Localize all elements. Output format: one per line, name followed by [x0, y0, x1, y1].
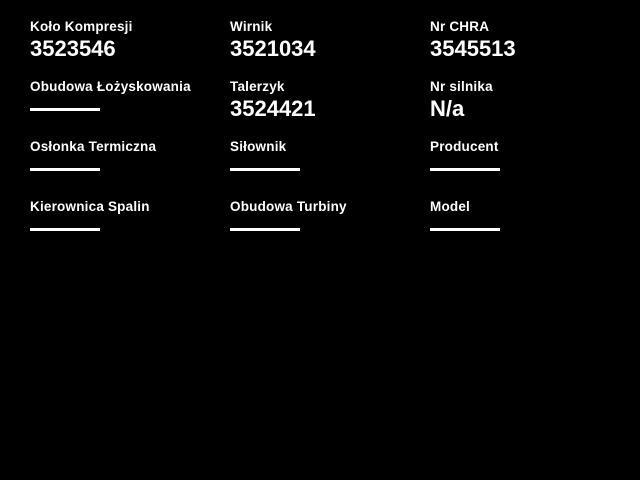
field-label: Siłownik — [230, 139, 287, 154]
field-value: 3545513 — [430, 36, 516, 61]
field-label: Talerzyk — [230, 79, 285, 94]
empty-value-line — [230, 168, 300, 171]
field-label: Model — [430, 199, 470, 214]
empty-value-line — [30, 108, 100, 111]
field-value: N/a — [430, 96, 465, 121]
field-oslonka-termiczna[interactable]: Osłonka Termiczna — [30, 139, 230, 199]
empty-value-line — [430, 228, 500, 231]
field-obudowa-lozyskowania[interactable]: Obudowa Łożyskowania — [30, 79, 230, 139]
field-wirnik[interactable]: Wirnik 3521034 — [230, 19, 430, 79]
field-label: Nr CHRA — [430, 19, 490, 34]
empty-value-line — [430, 168, 500, 171]
field-label: Kierownica Spalin — [30, 199, 150, 214]
field-silownik[interactable]: Siłownik — [230, 139, 430, 199]
field-talerzyk[interactable]: Talerzyk 3524421 — [230, 79, 430, 139]
field-obudowa-turbiny[interactable]: Obudowa Turbiny — [230, 199, 430, 259]
empty-value-line — [30, 168, 100, 171]
field-label: Wirnik — [230, 19, 273, 34]
field-label: Producent — [430, 139, 499, 154]
field-label: Nr silnika — [430, 79, 493, 94]
empty-value-line — [230, 228, 300, 231]
field-value: 3524421 — [230, 96, 316, 121]
field-nr-silnika[interactable]: Nr silnika N/a — [430, 79, 630, 139]
field-label: Koło Kompresji — [30, 19, 133, 34]
field-label: Osłonka Termiczna — [30, 139, 157, 154]
parts-form-grid: Koło Kompresji 3523546 Wirnik 3521034 Nr… — [30, 19, 630, 259]
field-kierownica-spalin[interactable]: Kierownica Spalin — [30, 199, 230, 259]
field-nr-chra[interactable]: Nr CHRA 3545513 — [430, 19, 630, 79]
field-kolo-kompresji[interactable]: Koło Kompresji 3523546 — [30, 19, 230, 79]
field-label: Obudowa Turbiny — [230, 199, 347, 214]
field-value: 3521034 — [230, 36, 316, 61]
empty-value-line — [30, 228, 100, 231]
field-model[interactable]: Model — [430, 199, 630, 259]
field-producent[interactable]: Producent — [430, 139, 630, 199]
field-value: 3523546 — [30, 36, 116, 61]
field-label: Obudowa Łożyskowania — [30, 79, 191, 94]
